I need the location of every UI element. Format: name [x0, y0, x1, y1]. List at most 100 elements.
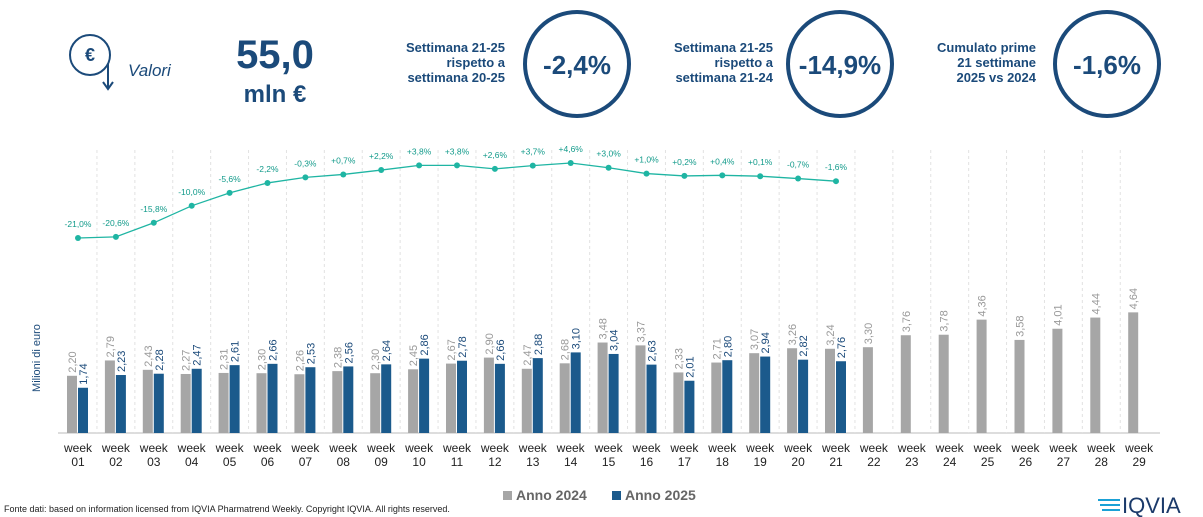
bar: [370, 373, 381, 433]
bar: [711, 362, 722, 433]
line-label: +0,1%: [748, 157, 773, 167]
bar: [218, 372, 229, 433]
bar-label: 3,48: [598, 318, 610, 339]
kpi-label: Settimana 21-25 rispetto a settimana 20-25: [406, 40, 505, 85]
x-tick-label: week 05: [215, 441, 244, 469]
x-tick-label: week 20: [784, 441, 813, 469]
line-label: -5,6%: [218, 174, 241, 184]
x-tick-label: week 25: [973, 441, 1002, 469]
bar-label: 2,47: [522, 344, 534, 365]
x-tick-label: week 28: [1087, 441, 1116, 469]
bar-label: 2,63: [647, 340, 659, 361]
bar-label: 2,94: [760, 332, 772, 353]
bar: [787, 348, 798, 433]
bar: [419, 358, 430, 433]
line-label: -15,8%: [140, 204, 167, 214]
x-tick-label: week 01: [63, 441, 92, 469]
line-point: [378, 167, 385, 174]
icon-label: Valori: [128, 61, 172, 80]
kpi-line: Settimana 21-25: [406, 40, 505, 55]
x-tick-label: week 23: [897, 441, 926, 469]
line-label: +3,8%: [445, 146, 470, 156]
down-arrow: [102, 64, 114, 91]
bar: [1014, 339, 1025, 433]
line-point: [529, 162, 536, 169]
bar: [191, 368, 202, 433]
x-tick-label: week 06: [253, 441, 282, 469]
bar: [267, 363, 278, 433]
euro-icon: [69, 34, 111, 76]
kpi-circle: [786, 10, 894, 118]
x-tick-label: week 07: [291, 441, 320, 469]
bar-label: 3,76: [901, 311, 913, 332]
x-tick-label: week 27: [1049, 441, 1078, 469]
bar-label: 2,26: [294, 350, 306, 371]
bar: [1052, 328, 1063, 433]
line-label: +3,7%: [521, 147, 546, 157]
legend-swatch: [503, 491, 512, 500]
line-point: [454, 162, 460, 169]
bar: [229, 365, 240, 433]
bar-label: 2,53: [305, 343, 317, 364]
line-label: -0,7%: [787, 160, 810, 170]
bar: [722, 360, 733, 433]
bar: [446, 363, 456, 433]
total-unit: mln €: [244, 81, 307, 108]
bar: [332, 371, 343, 433]
line-point: [681, 172, 688, 179]
bar: [532, 358, 543, 433]
x-tick-label: week 16: [632, 441, 661, 469]
bar: [749, 353, 760, 433]
bar: [608, 353, 619, 433]
bar-label: 3,30: [863, 323, 875, 344]
bar-label: 3,07: [749, 329, 761, 350]
kpi-value: -2,4%: [543, 50, 611, 80]
bar: [938, 334, 949, 433]
bar: [570, 352, 581, 433]
x-tick-label: week 26: [1011, 441, 1040, 469]
bar-label: 4,36: [977, 295, 989, 316]
line-label: +3,0%: [596, 149, 621, 159]
x-tick-label: week 13: [518, 441, 547, 469]
line-label: -1,6%: [825, 162, 848, 172]
line-point: [567, 160, 574, 167]
kpi-label: Settimana 21-25 rispetto a settimana 21-24: [674, 40, 773, 85]
bar: [597, 342, 608, 433]
bar-label: 2,79: [105, 336, 117, 357]
line-point: [833, 178, 839, 185]
source: Fonte dati: based on information license…: [4, 504, 450, 514]
logo: IQVIA: [1122, 493, 1181, 517]
kpi-circle: [523, 10, 631, 118]
bar: [635, 345, 646, 433]
bar: [115, 375, 126, 433]
bar: [153, 373, 164, 433]
line-point: [416, 162, 423, 169]
bar-label: 1,74: [78, 363, 90, 384]
bar-label: 3,58: [1015, 315, 1027, 336]
bar: [256, 373, 267, 433]
bar-label: 2,82: [798, 335, 810, 356]
line-point: [605, 164, 612, 171]
bar-label: 2,30: [257, 349, 269, 370]
bar: [381, 364, 392, 433]
legend-label: Anno 2025: [625, 487, 696, 503]
bar: [104, 360, 115, 433]
bar: [673, 372, 684, 433]
line-label: +3,8%: [407, 146, 432, 156]
bar-label: 2,33: [673, 348, 685, 369]
x-tick-label: week 10: [405, 441, 434, 469]
bar: [457, 360, 467, 433]
bar: [684, 380, 695, 433]
bar-label: 2,66: [268, 339, 280, 360]
bar: [408, 369, 419, 433]
line-point: [795, 175, 802, 182]
x-tick-label: week 02: [101, 441, 130, 469]
x-tick-label: week 21: [821, 441, 850, 469]
logo-lines: [1098, 499, 1120, 511]
x-tick-label: week 18: [708, 441, 737, 469]
bar-label: 2,27: [181, 350, 193, 371]
x-tick-label: week 22: [859, 441, 888, 469]
bar-label: 2,23: [116, 351, 128, 372]
